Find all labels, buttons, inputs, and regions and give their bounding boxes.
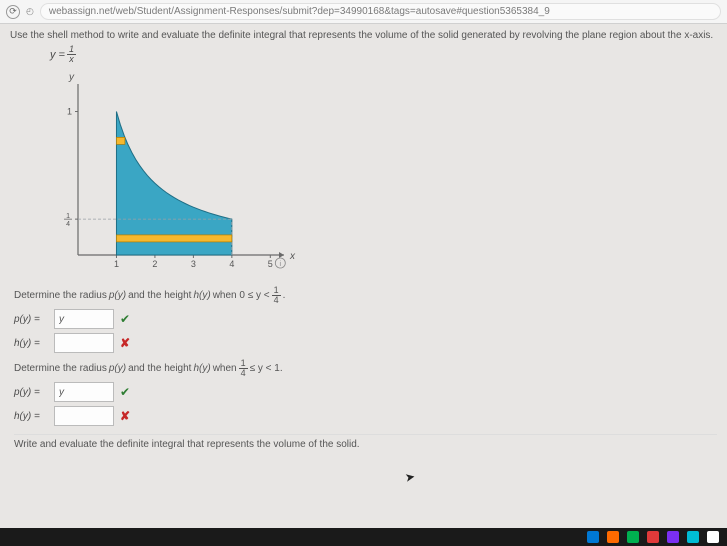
site-lock-icon: ◴: [26, 6, 34, 17]
taskbar-icon[interactable]: [647, 531, 659, 543]
equation: y = 1 x: [50, 45, 717, 64]
svg-text:1: 1: [67, 107, 72, 117]
section-prompt: Determine the radius p(y) and the height…: [14, 286, 717, 305]
svg-text:i: i: [280, 261, 282, 268]
answer-label: h(y) =: [14, 338, 48, 349]
equation-lhs: y =: [50, 49, 65, 61]
x-icon: ✘: [120, 336, 130, 350]
svg-text:y: y: [68, 72, 75, 83]
answer-label: p(y) =: [14, 387, 48, 398]
answer-input[interactable]: [54, 382, 114, 402]
page-content: Use the shell method to write and evalua…: [0, 24, 727, 450]
svg-text:1: 1: [114, 259, 119, 269]
svg-text:4: 4: [229, 259, 234, 269]
x-icon: ✘: [120, 409, 130, 423]
taskbar-icon[interactable]: [687, 531, 699, 543]
taskbar-icon[interactable]: [667, 531, 679, 543]
check-icon: ✔: [120, 385, 130, 399]
equation-den: x: [67, 55, 76, 64]
graph-svg: yx12345114i: [40, 70, 300, 280]
answer-input[interactable]: [54, 406, 114, 426]
taskbar-icon[interactable]: [627, 531, 639, 543]
svg-text:3: 3: [191, 259, 196, 269]
svg-text:2: 2: [152, 259, 157, 269]
final-instruction: Write and evaluate the definite integral…: [14, 434, 717, 450]
answer-row: h(y) = ✘: [14, 406, 717, 426]
reload-icon[interactable]: ⟳: [6, 5, 20, 19]
answer-input[interactable]: [54, 333, 114, 353]
url-text[interactable]: webassign.net/web/Student/Assignment-Res…: [40, 3, 721, 20]
svg-text:x: x: [289, 251, 296, 262]
svg-text:5: 5: [268, 259, 273, 269]
answer-row: p(y) = ✔: [14, 382, 717, 402]
answer-label: p(y) =: [14, 314, 48, 325]
section-prompt: Determine the radius p(y) and the height…: [14, 359, 717, 378]
taskbar: [0, 528, 727, 546]
taskbar-icon[interactable]: [587, 531, 599, 543]
graph: yx12345114i: [40, 70, 300, 280]
mouse-cursor: ➤: [404, 469, 416, 485]
answer-label: h(y) =: [14, 411, 48, 422]
answer-row: h(y) = ✘: [14, 333, 717, 353]
svg-text:4: 4: [66, 221, 70, 228]
taskbar-icon[interactable]: [707, 531, 719, 543]
taskbar-icon[interactable]: [607, 531, 619, 543]
instruction-text: Use the shell method to write and evalua…: [10, 30, 717, 41]
answer-input[interactable]: [54, 309, 114, 329]
browser-address-bar: ⟳ ◴ webassign.net/web/Student/Assignment…: [0, 0, 727, 24]
answer-row: p(y) = ✔: [14, 309, 717, 329]
equation-frac: 1 x: [67, 45, 76, 64]
check-icon: ✔: [120, 312, 130, 326]
